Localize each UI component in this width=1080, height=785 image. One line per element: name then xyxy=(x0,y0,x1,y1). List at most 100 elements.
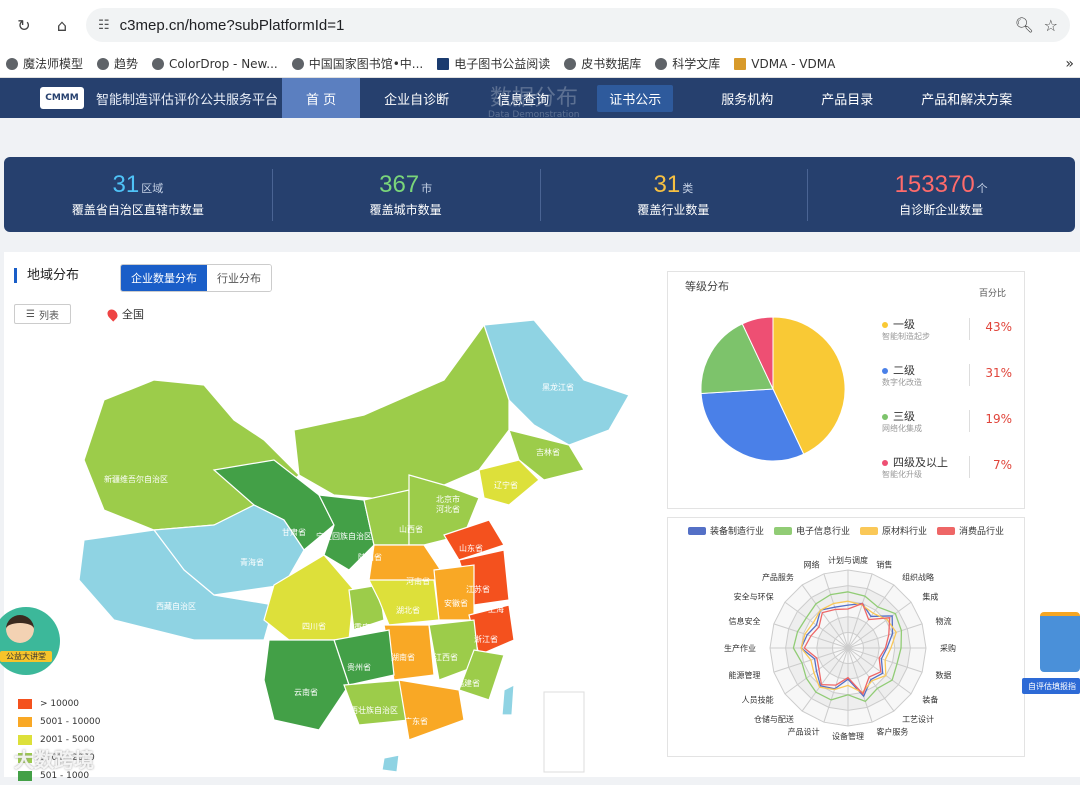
radar-axis-label: 信息安全 xyxy=(729,616,761,626)
radar-axis-label: 组织战略 xyxy=(902,572,934,582)
address-bar[interactable]: ☷ c3mep.cn/home?subPlatformId=1 🔍︎ ☆ xyxy=(86,8,1070,42)
browser-toolbar: ↻ ⌂ ☷ c3mep.cn/home?subPlatformId=1 🔍︎ ☆ xyxy=(0,0,1080,50)
grade-row[interactable]: 三级 网络化集成 19% xyxy=(882,410,1012,433)
radar-axis-line xyxy=(847,601,912,649)
map-label: 广西壮族自治区 xyxy=(342,705,398,715)
map-region-guangdong xyxy=(398,679,465,741)
percent-header: 百分比 xyxy=(978,289,1006,299)
map-region-hebei-beijing xyxy=(408,474,480,546)
map-label: 甘肃省 xyxy=(282,527,306,537)
map-region-inner-mongolia xyxy=(293,323,510,501)
map-label: 四川省 xyxy=(302,621,326,631)
bookmark-item[interactable]: 魔法师模型 xyxy=(6,55,83,72)
logo[interactable]: CMMM xyxy=(40,87,84,109)
lecture-float-button[interactable]: 公益大讲堂 xyxy=(0,607,60,675)
map-label: 广东省 xyxy=(404,716,428,726)
bookmark-item[interactable]: 中国国家图书馆•中... xyxy=(291,55,423,72)
radar-axis-label: 销售 xyxy=(876,559,892,569)
radar-series xyxy=(800,600,897,694)
tab-enterprise-count[interactable]: 企业数量分布 xyxy=(121,265,207,291)
legend-item[interactable]: 消费品行业 xyxy=(937,524,1004,537)
radar-legend: 装备制造行业 电子信息行业 原材料行业 消费品行业 xyxy=(688,524,1004,537)
grade-row[interactable]: 二级 数字化改造 31% xyxy=(882,364,1012,387)
legend-item[interactable]: > 10000 xyxy=(18,695,101,713)
grade-pie-chart[interactable] xyxy=(693,314,853,474)
map-label: 江苏省 xyxy=(466,584,490,594)
avatar xyxy=(6,615,34,643)
nav-solutions[interactable]: 产品和解决方案 xyxy=(921,92,1013,108)
map-label: 西藏自治区 xyxy=(156,601,196,611)
legend-item[interactable]: 装备制造行业 xyxy=(688,524,764,537)
radar-axis-label: 产品服务 xyxy=(762,572,794,582)
bookmark-item[interactable]: 科学文库 xyxy=(655,55,720,72)
radar-axis-line xyxy=(847,573,873,649)
report-icon xyxy=(1040,612,1080,672)
list-button[interactable]: ☰ 列表 xyxy=(14,304,71,324)
legend-item[interactable]: 原材料行业 xyxy=(860,524,927,537)
grade-title: 等级分布 xyxy=(685,280,729,293)
stat-enterprises: 153370 个 自诊断企业数量 xyxy=(807,169,1075,221)
nav-service-orgs[interactable]: 服务机构 xyxy=(721,92,774,108)
nav-product-catalog[interactable]: 产品目录 xyxy=(821,92,874,108)
grade-row[interactable]: 一级 智能制造起步 43% xyxy=(882,318,1012,341)
url-text[interactable]: c3mep.cn/home?subPlatformId=1 xyxy=(119,16,345,34)
site-info-icon[interactable]: ☷ xyxy=(98,17,110,33)
stat-regions: 31 区域 覆盖省自治区直辖市数量 xyxy=(71,171,204,217)
radar-axis-label: 安全与环保 xyxy=(734,591,774,601)
radar-axis-line xyxy=(847,647,873,723)
legend-item[interactable]: 2001 - 5000 xyxy=(18,731,101,749)
radar-axis-label: 生产作业 xyxy=(724,643,756,653)
radar-axis-label: 客户服务 xyxy=(876,727,908,737)
legend-item[interactable]: 5001 - 10000 xyxy=(18,713,101,731)
globe-icon xyxy=(6,57,18,70)
self-assessment-widget[interactable]: 自评估填报指 xyxy=(1022,612,1080,694)
nav-certificate[interactable]: 证书公示 xyxy=(573,78,697,118)
star-icon[interactable]: ☆ xyxy=(1043,15,1058,35)
map-label: 宁夏回族自治区 xyxy=(316,531,372,541)
radar-axis-label: 物流 xyxy=(935,616,951,626)
legend-item[interactable]: 电子信息行业 xyxy=(774,524,850,537)
scope-selector[interactable]: 全国 xyxy=(105,306,144,322)
radar-axis-label: 装备 xyxy=(922,695,938,705)
radar-axis-line xyxy=(801,647,849,712)
nav-self-diagnosis[interactable]: 企业自诊断 xyxy=(384,92,450,108)
site-name[interactable]: 智能制造评估评价公共服务平台 xyxy=(96,92,279,108)
radar-axis-line xyxy=(801,584,849,649)
map-label: 浙江省 xyxy=(474,634,498,644)
map-label: 辽宁省 xyxy=(494,480,518,490)
map-region-jilin xyxy=(508,429,585,481)
south-sea-inset xyxy=(543,691,585,773)
bookmark-item[interactable]: 电子图书公益阅读 xyxy=(437,55,550,72)
nav-info-query[interactable]: 信息查询 xyxy=(497,92,550,108)
globe-icon xyxy=(291,57,304,70)
grade-row[interactable]: 四级及以上 智能化升级 7% xyxy=(882,456,1012,479)
radar-axis-label: 集成 xyxy=(922,591,938,601)
map-label: 安徽省 xyxy=(444,598,468,608)
bookmark-item[interactable]: VDMA - VDMA xyxy=(734,57,835,71)
globe-icon xyxy=(655,57,668,70)
map-label: 山西省 xyxy=(399,524,423,534)
map-label: 吉林省 xyxy=(536,447,560,457)
legend-item[interactable]: 1001 - 2000 xyxy=(18,749,101,767)
bookmark-item[interactable]: 皮书数据库 xyxy=(564,55,641,72)
stat-industries: 31 类 覆盖行业数量 xyxy=(539,169,808,221)
reload-icon[interactable]: ↻ xyxy=(17,15,31,35)
zoom-icon[interactable]: 🔍︎ xyxy=(1014,16,1034,34)
china-map[interactable]: 黑龙江省 吉林省 辽宁省 北京市 河北省 新疆维吾尔自治区 甘肃省 宁夏回族自治… xyxy=(64,320,644,775)
bookmark-item[interactable]: ColorDrop - New... xyxy=(152,57,278,71)
radar-axis-label: 采购 xyxy=(940,643,956,653)
globe-icon xyxy=(152,57,165,70)
map-region-hubei xyxy=(368,579,440,626)
radar-axis-line xyxy=(823,573,849,649)
more-bookmarks-icon[interactable]: » xyxy=(1065,55,1074,72)
section-ghost-subtitle: Data Demonstration xyxy=(488,110,580,120)
map-label: 新疆维吾尔自治区 xyxy=(104,474,168,484)
legend-item[interactable]: 501 - 1000 xyxy=(18,767,101,785)
radar-axis-label: 工艺设计 xyxy=(902,714,934,724)
tab-industry[interactable]: 行业分布 xyxy=(207,265,271,291)
radar-axis-label: 人员技能 xyxy=(742,695,774,705)
home-icon[interactable]: ⌂ xyxy=(56,15,68,35)
bookmark-item[interactable]: 趋势 xyxy=(97,55,138,72)
nav-home[interactable]: 首 页 xyxy=(282,78,361,118)
